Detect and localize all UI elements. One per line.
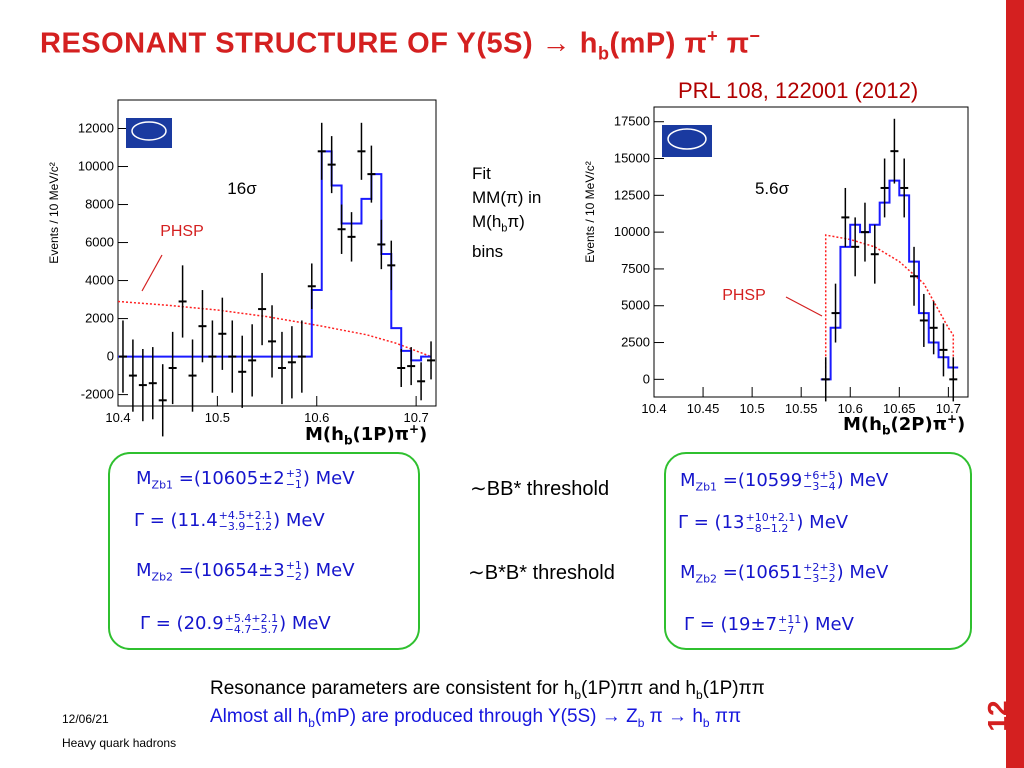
y-tick-label: 12500 — [614, 187, 650, 202]
x-tick-label: 10.4 — [641, 401, 666, 416]
phsp-label: PHSP — [722, 287, 766, 304]
fit-curve — [118, 150, 432, 362]
x-tick-label: 10.4 — [105, 410, 130, 425]
logo-background — [662, 125, 712, 157]
logo-background — [126, 118, 172, 148]
x-tick-label: 10.55 — [785, 401, 818, 416]
phsp-label: PHSP — [160, 223, 204, 240]
gamma2-right: Γ = (19±7 +11 −7) MeV — [684, 613, 854, 637]
fit-note-line: MM(π) in — [472, 188, 542, 207]
mzb2-right: MZb2 =(10651 +2+3 −3−2) MeV — [680, 561, 889, 586]
belle-logo-icon — [126, 118, 172, 148]
x-tick-label: 10.5 — [739, 401, 764, 416]
mzb2-left: MZb2 =(10654±3 +1 −2) MeV — [136, 559, 355, 584]
x-tick-label: 10.7 — [403, 410, 428, 425]
params-box-right — [664, 452, 972, 650]
bstarbstar-threshold: ∼B*B* threshold — [468, 562, 615, 584]
consistency-note: Resonance parameters are consistent for … — [210, 678, 765, 702]
fit-curve — [820, 179, 959, 381]
y-axis-label: Events / 10 MeV/c² — [583, 161, 597, 262]
phsp-arrow — [141, 254, 163, 292]
page-number: 12 — [982, 700, 1013, 732]
y-axis-label: Events / 10 MeV/c² — [47, 162, 61, 263]
chart1-xlabel: M(hb(1P)π+) — [305, 422, 428, 448]
fit-note: Fit MM(π) in M(hbπ) bins — [472, 162, 541, 264]
bbstar-threshold: ∼BB* threshold — [470, 478, 610, 500]
chart-hb2p: 0 2500 5000 7500 10000 12500 15000 17500 10.4 10.… — [583, 106, 969, 416]
x-tick-label: 10.6 — [304, 410, 329, 425]
x-tick-label: 10.6 — [838, 401, 863, 416]
reference-citation: PRL 108, 122001 (2012) — [678, 78, 919, 103]
slide-title: RESONANT STRUCTURE OF Y(5S) → hb(mP) π+ … — [40, 26, 761, 64]
gamma2-left: Γ = (20.9 +5.4+2.1 −4.7−5.7) MeV — [140, 612, 331, 636]
plot-frame — [117, 99, 437, 407]
x-tick-label: 10.5 — [205, 410, 230, 425]
gamma1-left: Γ = (11.4 +4.5+2.1 −3.9−1.2) MeV — [134, 509, 325, 533]
y-tick-label: 4000 — [85, 273, 114, 288]
chart2-xlabel: M(hb(2P)π+) — [843, 412, 966, 438]
y-tick-label: 10000 — [78, 159, 114, 174]
fit-note-line: bins — [472, 242, 504, 262]
y-tick-label: 2000 — [85, 311, 114, 326]
y-tick-label: 10000 — [614, 224, 650, 239]
significance-label: 5.6σ — [755, 179, 790, 198]
y-tick-label: 7500 — [621, 261, 650, 276]
mzb1-right: MZb1 =(10599 +6+5 −3−4) MeV — [680, 469, 889, 494]
x-tick-label: 10.45 — [687, 401, 720, 416]
phsp-arrow — [785, 296, 823, 317]
plot-frame — [653, 106, 969, 398]
y-tick-label: 6000 — [85, 235, 114, 250]
production-note: Almost all hb(mP) are produced through Y… — [210, 706, 742, 730]
params-box-left — [108, 452, 420, 650]
y-tick-label: 2500 — [621, 335, 650, 350]
slide-date: 12/06/21 — [62, 712, 109, 726]
chart-hb1p: -2000 0 2000 4000 6000 8000 10000 12000 10.4 10.5… — [47, 99, 437, 437]
y-tick-label: 5000 — [621, 298, 650, 313]
y-tick-label: 8000 — [85, 197, 114, 212]
gamma1-right: Γ = (13 +10+2.1 −8−1.2) MeV — [678, 511, 849, 535]
fit-note-line: Fit — [472, 164, 491, 183]
y-tick-label: 0 — [643, 371, 650, 386]
fit-note-line: M(hbπ) — [472, 212, 525, 235]
y-tick-label: -2000 — [81, 387, 114, 402]
slide-accent-bar — [1006, 0, 1024, 768]
y-tick-label: 17500 — [614, 114, 650, 129]
slide-footer: Heavy quark hadrons — [62, 736, 177, 750]
phsp-curve — [820, 234, 955, 381]
mzb1-left: MZb1 =(10605±2 +3 −1) MeV — [136, 467, 355, 492]
phsp-curve — [117, 300, 432, 358]
y-tick-label: 12000 — [78, 121, 114, 136]
y-tick-label: 15000 — [614, 151, 650, 166]
significance-label: 16σ — [227, 179, 257, 198]
logo-ring — [131, 121, 167, 141]
y-tick-label: 0 — [107, 349, 114, 364]
x-tick-label: 10.7 — [936, 401, 961, 416]
x-tick-label: 10.65 — [883, 401, 916, 416]
belle-logo-icon — [662, 125, 712, 157]
logo-ring — [667, 128, 707, 150]
